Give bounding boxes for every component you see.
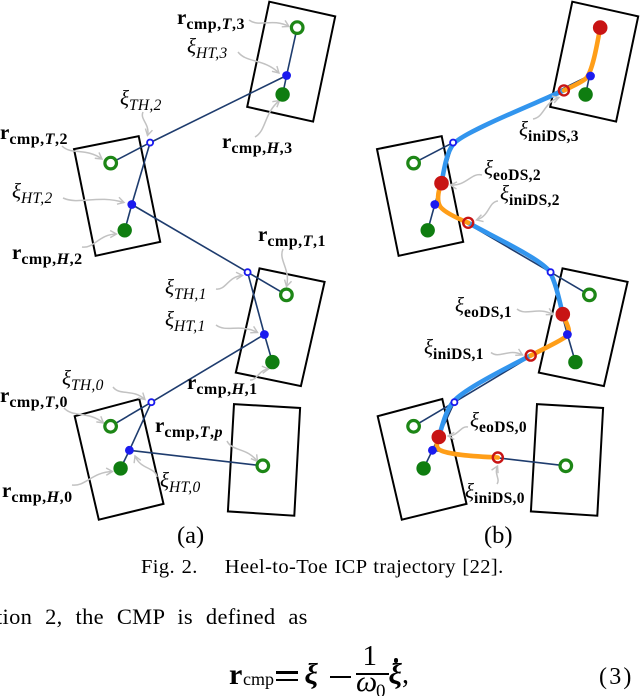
svg-text:ξiniDS,0: ξiniDS,0	[465, 479, 525, 507]
svg-text:rcmp,H,3: rcmp,H,3	[222, 129, 293, 157]
svg-text:rcmp,T,1: rcmp,T,1	[258, 222, 326, 250]
svg-text:ξiniDS,1: ξiniDS,1	[424, 335, 484, 363]
svg-text:ξHT,3: ξHT,3	[187, 34, 228, 62]
svg-text:ξTH,1: ξTH,1	[165, 275, 207, 303]
svg-text:ξiniDS,2: ξiniDS,2	[500, 181, 560, 209]
svg-text:(b): (b)	[484, 522, 513, 549]
svg-text:ξHT,1: ξHT,1	[165, 307, 206, 335]
svg-text:rcmp,T,3: rcmp,T,3	[177, 5, 245, 33]
svg-text:rcmp,T,0: rcmp,T,0	[0, 383, 68, 411]
svg-text:ξeoDS,2: ξeoDS,2	[484, 156, 541, 184]
svg-text:ξHT,0: ξHT,0	[160, 468, 201, 496]
svg-text:ξTH,0: ξTH,0	[62, 366, 104, 394]
svg-text:rcmp,T,2: rcmp,T,2	[0, 120, 68, 148]
svg-text:ξiniDS,3: ξiniDS,3	[519, 117, 579, 145]
svg-text:rcmp,H,0: rcmp,H,0	[2, 478, 73, 506]
svg-text:ξeoDS,1: ξeoDS,1	[455, 293, 512, 321]
svg-text:ξeoDS,0: ξeoDS,0	[470, 408, 527, 436]
svg-text:rcmp,H,2: rcmp,H,2	[12, 240, 83, 268]
svg-text:ξTH,2: ξTH,2	[120, 86, 162, 114]
svg-text:rcmp,T,p: rcmp,T,p	[155, 413, 223, 441]
svg-text:ξHT,2: ξHT,2	[12, 179, 53, 207]
svg-text:(a): (a)	[177, 522, 204, 549]
